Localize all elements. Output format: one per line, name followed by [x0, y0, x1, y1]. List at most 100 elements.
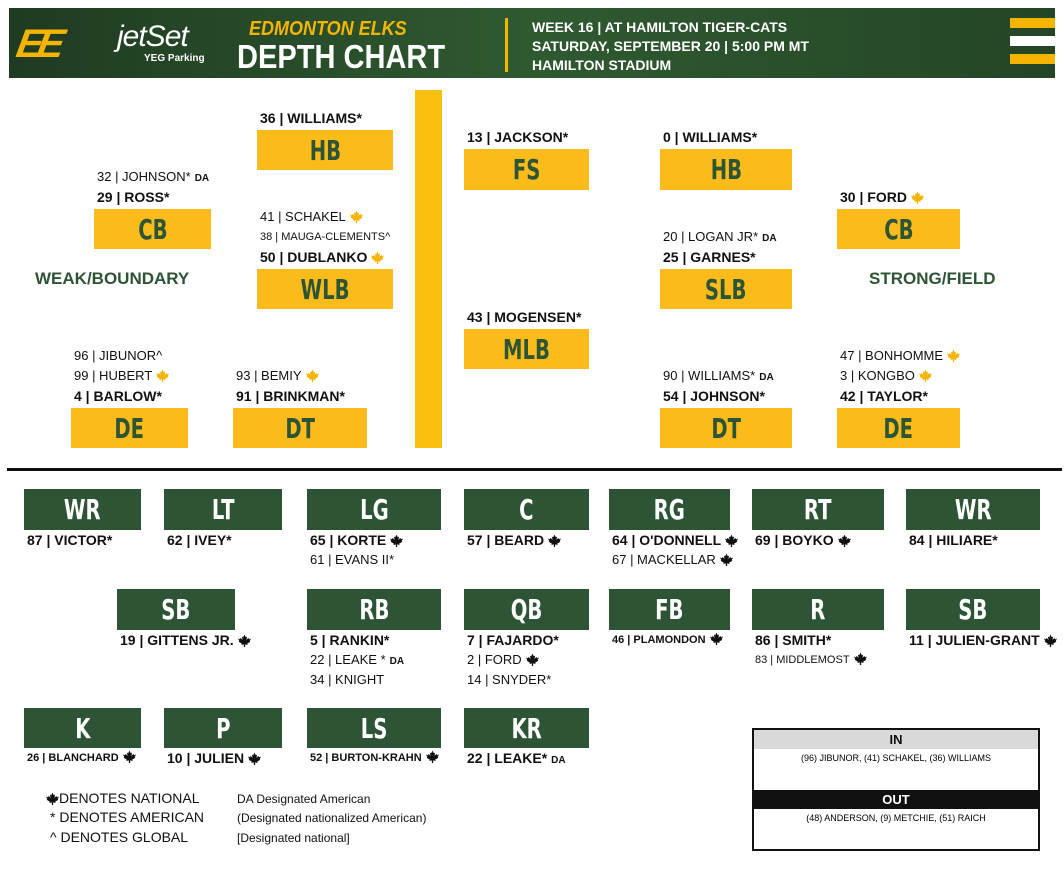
- position-label: LG: [359, 493, 389, 526]
- player-entry: 61 | EVANS II*: [310, 552, 394, 568]
- player-entry: 30 | FORD: [840, 189, 924, 205]
- position-label: WLB: [300, 272, 350, 306]
- position-label: SB: [958, 593, 988, 626]
- position-box-c: C: [464, 489, 589, 530]
- player-name: 90 | WILLIAMS*: [663, 368, 756, 383]
- player-name: 52 | BURTON-KRAHN: [310, 752, 422, 764]
- player-name: 83 | MIDDLEMOST: [755, 654, 850, 666]
- position-box-wlb: WLB: [257, 269, 393, 309]
- roster-moves-table: IN (96) JIBUNOR, (41) SCHAKEL, (36) WILL…: [752, 728, 1040, 851]
- player-name: 5 | RANKIN*: [310, 632, 390, 648]
- position-label: FB: [655, 593, 684, 626]
- position-box-cb-right: CB: [837, 209, 960, 249]
- player-name: 0 | WILLIAMS*: [663, 129, 758, 145]
- position-box-slb: SLB: [660, 269, 792, 309]
- position-box-wr-right: WR: [906, 489, 1040, 530]
- position-box-r: R: [752, 589, 884, 630]
- player-name: 13 | JACKSON*: [467, 129, 569, 145]
- weak-side-label: WEAK/BOUNDARY: [35, 269, 190, 288]
- player-name: 22 | LEAKE*: [467, 750, 548, 766]
- maple-leaf-icon: [1040, 632, 1057, 648]
- player-name: 14 | SNYDER*: [467, 672, 552, 687]
- divider: [505, 18, 508, 72]
- player-name: 61 | EVANS II*: [310, 552, 395, 567]
- player-entry: 42 | TAYLOR*: [840, 388, 928, 404]
- page-title: DEPTH CHART: [237, 38, 446, 75]
- maple-leaf-icon: [716, 552, 733, 567]
- player-entry: 14 | SNYDER*: [467, 672, 551, 688]
- header-banner: EE jetSet YEG Parking EDMONTON ELKS DEPT…: [9, 8, 1055, 78]
- maple-leaf-icon: [915, 368, 932, 383]
- player-name: 34 | KNIGHT: [310, 672, 385, 687]
- player-name: 11 | JULIEN-GRANT: [909, 632, 1040, 648]
- position-label: SB: [161, 593, 191, 626]
- position-label: WR: [64, 493, 101, 526]
- maple-leaf-icon: [42, 790, 59, 806]
- game-venue: HAMILTON STADIUM: [532, 57, 672, 73]
- in-header: IN: [754, 730, 1038, 749]
- player-name: 46 | PLAMONDON: [612, 634, 706, 646]
- player-entry: 65 | KORTE: [310, 532, 404, 548]
- maple-leaf-icon: [422, 750, 439, 764]
- legend-nat-american: (Designated nationalized American): [237, 811, 427, 825]
- team-name: EDMONTON ELKS: [249, 18, 407, 40]
- player-entry: 50 | DUBLANKO: [260, 249, 385, 265]
- position-label: QB: [510, 593, 543, 626]
- player-entry: 38 | MAUGA-CLEMENTS^: [260, 229, 390, 245]
- player-name: 84 | HILIARE*: [909, 532, 998, 548]
- da-tag: DA: [759, 372, 774, 383]
- player-entry: 13 | JACKSON*: [467, 129, 568, 145]
- player-entry: 5 | RANKIN*: [310, 632, 389, 648]
- out-header: OUT: [754, 790, 1038, 809]
- player-entry: 7 | FAJARDO*: [467, 632, 559, 648]
- player-entry: 83 | MIDDLEMOST: [755, 652, 867, 668]
- position-label: LT: [211, 493, 235, 526]
- player-entry: 52 | BURTON-KRAHN: [310, 750, 439, 766]
- player-name: 4 | BARLOW*: [74, 388, 162, 404]
- player-entry: 19 | GITTENS JR.: [120, 632, 251, 648]
- player-name: 57 | BEARD: [467, 532, 545, 548]
- player-name: 91 | BRINKMAN*: [236, 388, 345, 404]
- position-label: KR: [511, 711, 542, 745]
- player-entry: 11 | JULIEN-GRANT: [909, 632, 1057, 648]
- player-entry: 26 | BLANCHARD: [27, 750, 136, 766]
- player-entry: 96 | JIBUNOR^: [74, 348, 162, 364]
- position-box-wr-left: WR: [24, 489, 141, 530]
- position-label: FS: [512, 153, 541, 186]
- position-box-qb: QB: [464, 589, 589, 630]
- player-name: 29 | ROSS*: [97, 189, 170, 205]
- player-entry: 46 | PLAMONDON: [612, 632, 723, 648]
- player-entry: 0 | WILLIAMS*: [663, 129, 757, 145]
- player-entry: 87 | VICTOR*: [27, 532, 112, 548]
- legend-designated-national: [Designated national]: [237, 831, 350, 845]
- position-label: K: [74, 711, 91, 745]
- maple-leaf-icon: [346, 209, 363, 224]
- legend-national: DENOTES NATIONAL: [42, 790, 200, 806]
- player-name: 10 | JULIEN: [167, 750, 245, 766]
- player-name: 86 | SMITH*: [755, 632, 832, 648]
- maple-leaf-icon: [850, 652, 867, 666]
- player-name: 30 | FORD: [840, 189, 907, 205]
- player-name: 43 | MOGENSEN*: [467, 309, 582, 325]
- position-box-rb: RB: [307, 589, 441, 630]
- player-entry: 22 | LEAKE* DA: [467, 750, 566, 769]
- player-entry: 4 | BARLOW*: [74, 388, 162, 404]
- player-name: 36 | WILLIAMS*: [260, 110, 362, 126]
- position-box-rt: RT: [752, 489, 884, 530]
- player-entry: 43 | MOGENSEN*: [467, 309, 581, 325]
- maple-leaf-icon: [721, 532, 739, 548]
- strong-side-label: STRONG/FIELD: [869, 269, 996, 288]
- player-entry: 90 | WILLIAMS* DA: [663, 368, 774, 386]
- position-box-dt-right: DT: [660, 408, 792, 448]
- legend-national-text: DENOTES NATIONAL: [59, 790, 200, 806]
- maple-leaf-icon: [152, 368, 170, 383]
- player-name: 20 | LOGAN JR*: [663, 229, 759, 244]
- player-entry: 93 | BEMIY: [236, 368, 319, 384]
- player-name: 50 | DUBLANKO: [260, 249, 368, 265]
- position-box-de-right: DE: [837, 408, 960, 448]
- player-name: 93 | BEMIY: [236, 368, 302, 383]
- sponsor-subtitle: YEG Parking: [144, 53, 205, 64]
- elks-logo: EE: [13, 22, 63, 66]
- position-box-hb-left: HB: [257, 130, 393, 170]
